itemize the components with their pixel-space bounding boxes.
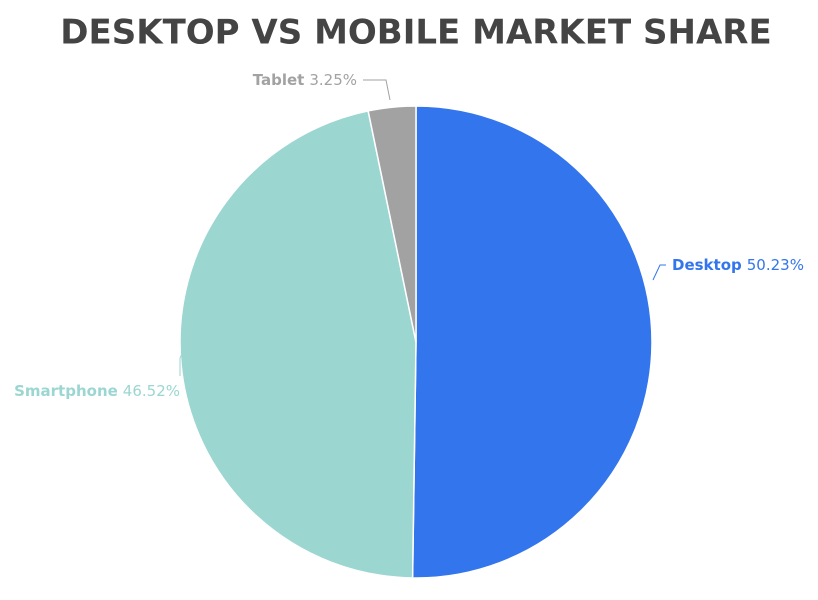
category-label: Tablet: [253, 71, 305, 89]
leader-line: [179, 351, 184, 376]
slice-label: Desktop 50.23%: [672, 256, 804, 274]
chart-title: DESKTOP VS MOBILE MARKET SHARE: [60, 13, 771, 53]
value-label: 50.23%: [747, 256, 804, 274]
category-label: Desktop: [672, 256, 742, 274]
pie-slice: [367, 105, 417, 343]
pie-slice: [411, 105, 653, 579]
leader-line: [652, 264, 666, 281]
leader-line: [363, 79, 391, 101]
labels: Desktop 50.23% Smartphone 46.52% Tablet 3.25%: [14, 71, 804, 400]
pie: [179, 105, 653, 579]
category-label: Smartphone: [14, 382, 118, 400]
value-label: 46.52%: [123, 382, 180, 400]
slice-label: Smartphone 46.52%: [14, 382, 180, 400]
pie-slice: [179, 110, 417, 579]
slice-label: Tablet 3.25%: [253, 71, 357, 89]
value-label: 3.25%: [309, 71, 357, 89]
